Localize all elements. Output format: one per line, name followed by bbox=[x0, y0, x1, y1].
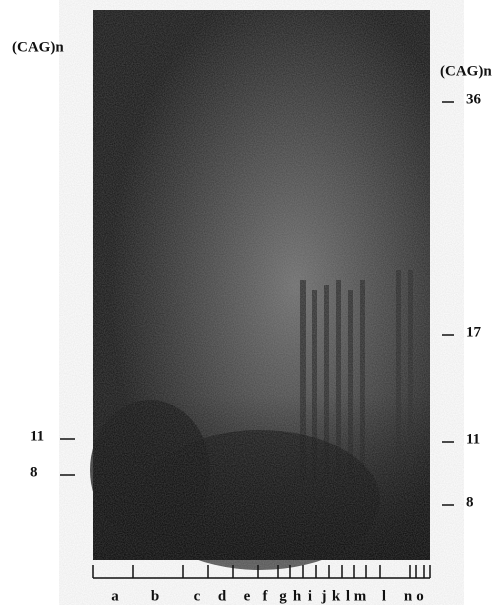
lane-label: b bbox=[151, 588, 159, 604]
lane-label: i bbox=[308, 588, 312, 604]
lane-label: a bbox=[111, 588, 119, 604]
lane-label: h bbox=[293, 588, 302, 604]
lane-label: m bbox=[354, 588, 367, 604]
left-marker: 8 bbox=[30, 464, 38, 480]
lane-label: j bbox=[321, 588, 327, 604]
lane-label: d bbox=[218, 588, 227, 604]
lane-label: k bbox=[332, 588, 341, 604]
lane-brackets bbox=[92, 565, 431, 579]
lane-label: g bbox=[279, 588, 287, 604]
lane-label: c bbox=[194, 588, 201, 604]
lane-label: l bbox=[382, 588, 386, 604]
right-marker: 36 bbox=[466, 91, 482, 107]
right-marker: 8 bbox=[466, 494, 474, 510]
left-label: (CAG)n bbox=[12, 39, 64, 55]
right-label: (CAG)n bbox=[440, 63, 492, 79]
lane-label: e bbox=[244, 588, 251, 604]
gel bbox=[90, 10, 430, 570]
lane-label: n bbox=[404, 588, 413, 604]
lane-label: f bbox=[263, 588, 269, 604]
right-marker: 17 bbox=[466, 324, 482, 340]
left-marker: 11 bbox=[30, 428, 44, 444]
lane-label: o bbox=[416, 588, 424, 604]
right-marker: 11 bbox=[466, 431, 480, 447]
lane-label: l bbox=[346, 588, 350, 604]
